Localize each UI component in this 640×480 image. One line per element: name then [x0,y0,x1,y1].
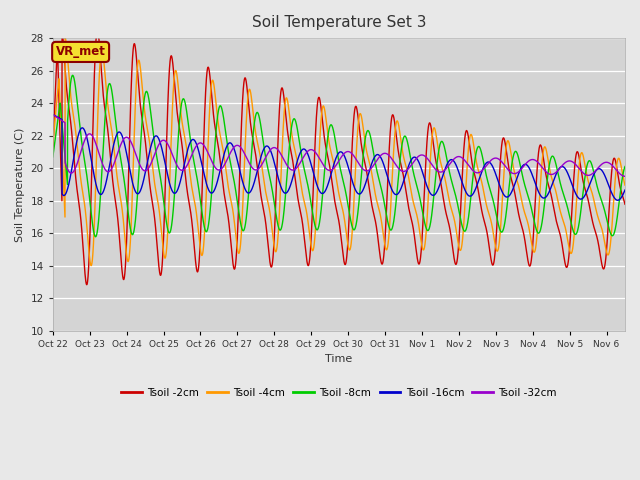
X-axis label: Time: Time [325,355,353,364]
Title: Soil Temperature Set 3: Soil Temperature Set 3 [252,15,426,30]
Y-axis label: Soil Temperature (C): Soil Temperature (C) [15,127,25,242]
Text: VR_met: VR_met [56,46,106,59]
Legend: Tsoil -2cm, Tsoil -4cm, Tsoil -8cm, Tsoil -16cm, Tsoil -32cm: Tsoil -2cm, Tsoil -4cm, Tsoil -8cm, Tsoi… [116,384,561,402]
